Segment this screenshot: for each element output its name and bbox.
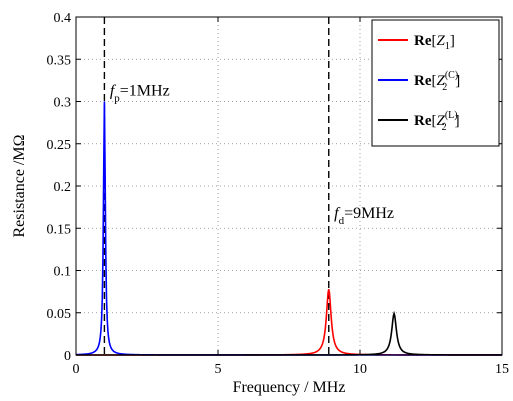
y-tick-label: 0 [64, 349, 71, 364]
x-tick-label: 10 [353, 362, 367, 377]
y-tick-label: 0.05 [47, 307, 72, 322]
y-tick-label: 0.25 [47, 138, 72, 153]
y-tick-label: 0.3 [54, 96, 72, 111]
y-tick-label: 0.1 [54, 265, 72, 280]
annotation-fp: fp=1MHz [110, 83, 170, 105]
y-tick-label: 0.2 [54, 180, 72, 195]
annotations: fp=1MHz fd=9MHz [110, 83, 394, 228]
y-tick-label: 0.35 [47, 53, 72, 68]
x-tick-label: 5 [215, 362, 222, 377]
axis-ticks: 0 5 10 15 0 0.05 0.1 0.15 0.2 0.25 0.3 0.35 0.4 [47, 11, 510, 377]
legend: Re[Z1] Re[Z(C) 2] Re[Z(L) 2] [371, 19, 500, 147]
y-axis-label: Resistance /MΩ [11, 134, 28, 237]
annotation-fd: fd=9MHz [334, 205, 394, 227]
y-tick-label: 0.15 [47, 222, 72, 237]
grid-lines [76, 17, 502, 355]
x-axis-label: Frequency / MHz [233, 379, 346, 396]
legend-entry: Re[Z1] [414, 33, 455, 52]
y-tick-label: 0.4 [54, 11, 72, 26]
x-tick-label: 15 [495, 362, 509, 377]
legend-entry: Re[Z(C) 2] [414, 70, 460, 93]
x-tick-label: 0 [73, 362, 80, 377]
legend-entry: Re[Z(L) 2] [414, 110, 460, 133]
marker-lines [103, 17, 330, 355]
